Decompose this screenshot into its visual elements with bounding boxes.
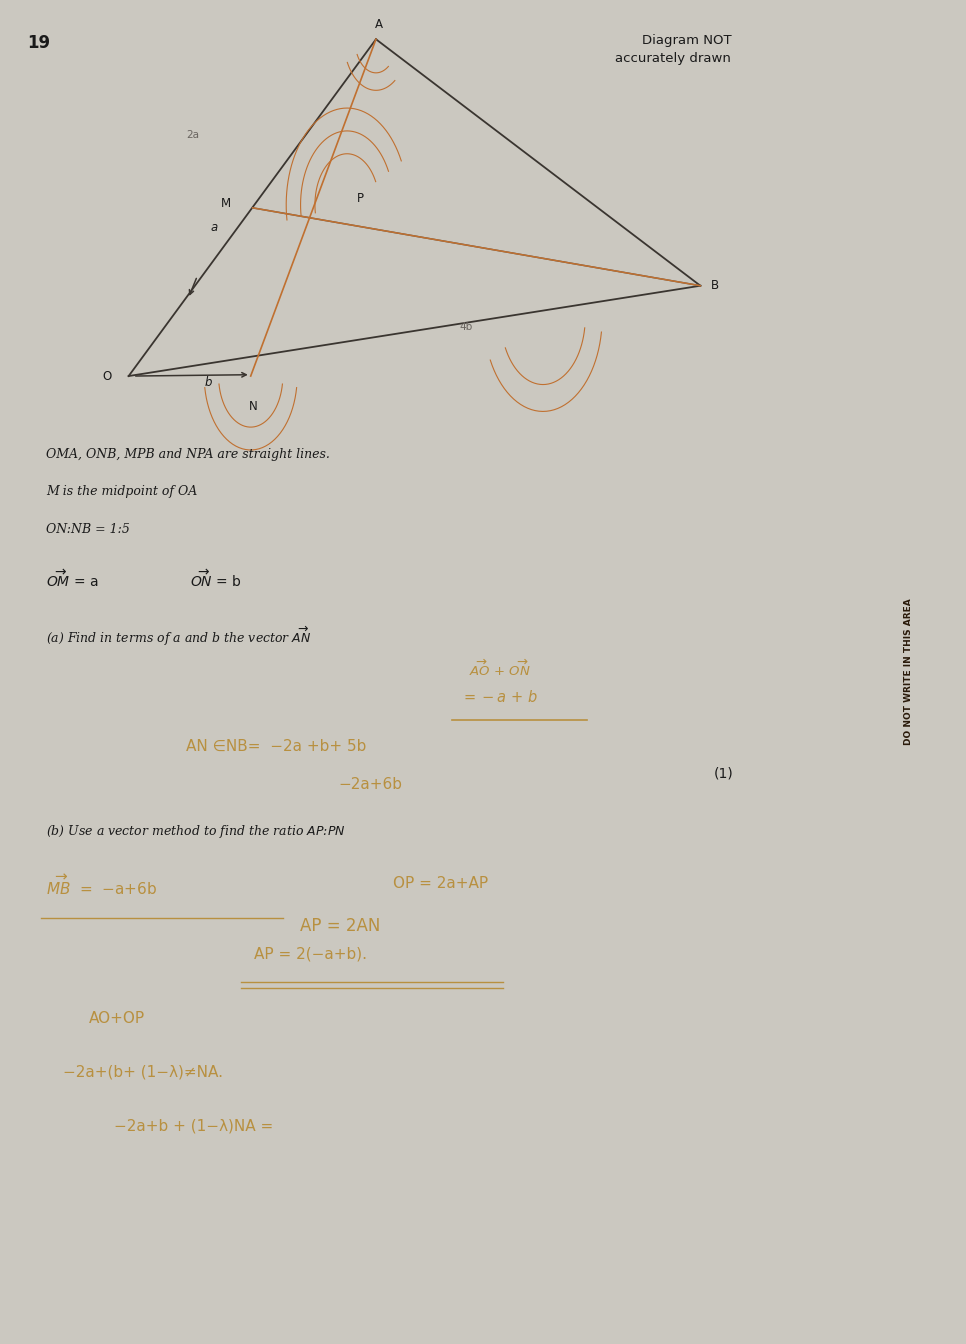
Text: AO+OP: AO+OP [89, 1011, 145, 1025]
Text: (a) Find in terms of a and b the vector $\overrightarrow{AN}$: (a) Find in terms of a and b the vector … [46, 625, 312, 648]
Text: DO NOT WRITE IN THIS AREA: DO NOT WRITE IN THIS AREA [903, 598, 913, 746]
Text: N: N [249, 401, 258, 413]
Text: −2a+(b+ (1−λ)≠NA.: −2a+(b+ (1−λ)≠NA. [64, 1064, 223, 1079]
Text: AP = 2(−a+b).: AP = 2(−a+b). [253, 946, 366, 961]
Text: M: M [221, 198, 232, 210]
Text: −2a+6b: −2a+6b [338, 777, 402, 792]
Text: 4b: 4b [459, 323, 472, 332]
Text: AP = 2AN: AP = 2AN [300, 917, 381, 934]
Text: OMA, ONB, MPB and NPA are straight lines.: OMA, ONB, MPB and NPA are straight lines… [46, 448, 330, 461]
Text: $\overrightarrow{OM}$ = a: $\overrightarrow{OM}$ = a [46, 569, 99, 590]
Text: B: B [711, 280, 719, 292]
Text: P: P [357, 192, 364, 204]
Text: $\overrightarrow{AO}$ + $\overrightarrow{ON}$: $\overrightarrow{AO}$ + $\overrightarrow… [469, 659, 531, 679]
Text: (b) Use a vector method to find the ratio $AP$:$PN$: (b) Use a vector method to find the rati… [46, 823, 346, 840]
Text: Diagram NOT
accurately drawn: Diagram NOT accurately drawn [615, 34, 731, 65]
Text: OP = 2a+AP: OP = 2a+AP [393, 876, 488, 891]
Text: a: a [211, 222, 218, 234]
Text: −2a+b + (1−λ)NA =: −2a+b + (1−λ)NA = [114, 1118, 273, 1133]
Text: M is the midpoint of OA: M is the midpoint of OA [46, 485, 198, 499]
Text: O: O [102, 370, 112, 383]
Text: $= -$a $+$ b: $= -$a $+$ b [461, 689, 538, 706]
Text: A: A [375, 19, 383, 31]
Text: AN ∈NB=  −2a +b+ 5b: AN ∈NB= −2a +b+ 5b [186, 739, 366, 754]
Text: $\overrightarrow{ON}$ = b: $\overrightarrow{ON}$ = b [190, 569, 242, 590]
Text: ON:NB = 1:5: ON:NB = 1:5 [46, 523, 130, 536]
Text: b: b [205, 376, 213, 390]
Text: 19: 19 [27, 34, 50, 51]
Text: (1): (1) [714, 766, 734, 780]
Text: $\overrightarrow{MB}$  =  −a+6b: $\overrightarrow{MB}$ = −a+6b [46, 874, 157, 898]
Text: 2a: 2a [186, 130, 199, 140]
